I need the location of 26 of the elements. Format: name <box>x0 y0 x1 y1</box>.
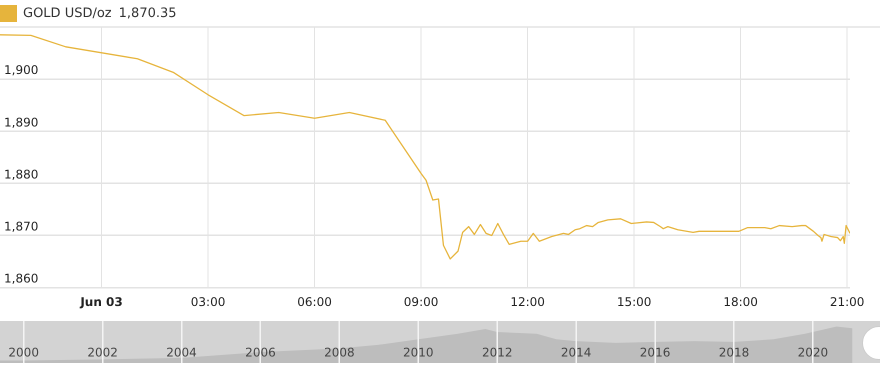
y-tick-label: 1,860 <box>4 272 38 286</box>
x-tick-label: 03:00 <box>190 294 226 309</box>
x-tick-label: 2000 <box>8 345 39 360</box>
x-tick-label: 2010 <box>403 345 434 360</box>
x-tick-label: 2020 <box>798 345 828 360</box>
x-tick-label: Jun 03 <box>79 294 123 309</box>
x-tick-label: 2018 <box>718 345 750 360</box>
x-tick-label: 2014 <box>560 345 592 360</box>
x-tick-label: 2004 <box>166 345 197 360</box>
x-tick-label: 2002 <box>87 345 118 360</box>
x-tick-label: 2006 <box>245 345 276 360</box>
x-tick-label: 21:00 <box>830 294 864 309</box>
x-tick-label: 15:00 <box>616 294 652 309</box>
x-tick-label: 09:00 <box>404 294 438 309</box>
y-tick-label: 1,890 <box>4 115 38 130</box>
y-tick-label: 1,870 <box>4 220 38 234</box>
x-tick-label: 12:00 <box>510 294 545 309</box>
y-tick-label: 1,880 <box>4 167 38 182</box>
x-tick-label: 2012 <box>482 345 512 360</box>
text: 1,870.35 <box>118 6 177 20</box>
x-tick-label: 2016 <box>640 345 670 360</box>
legend-label: GOLD USD/oz <box>23 6 112 20</box>
y-tick-label: 1,900 <box>4 63 38 78</box>
x-tick-label: 06:00 <box>297 294 332 309</box>
x-tick-label: 2008 <box>324 345 355 360</box>
x-tick-label: 18:00 <box>723 294 758 309</box>
